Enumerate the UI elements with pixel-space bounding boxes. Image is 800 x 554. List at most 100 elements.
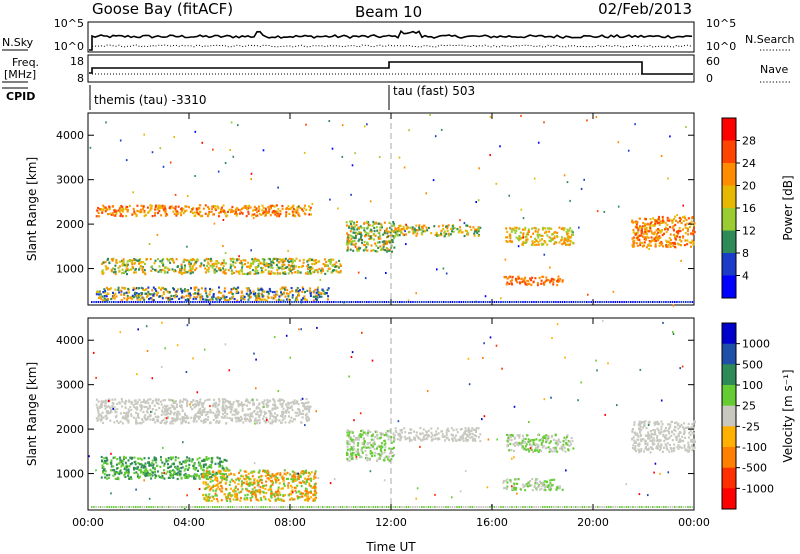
echo-cell	[386, 458, 389, 461]
echo-cell	[677, 229, 680, 233]
echo-cell	[306, 493, 309, 496]
noise-cell	[232, 155, 235, 158]
echo-cell	[144, 262, 146, 266]
echo-cell	[207, 457, 210, 460]
noise-cell	[463, 222, 466, 225]
echo-cell	[522, 228, 524, 231]
echo-cell	[232, 479, 235, 483]
echo-cell	[363, 229, 366, 232]
echo-cell	[421, 233, 424, 236]
echo-cell	[437, 234, 440, 237]
echo-cell	[265, 210, 268, 213]
echo-cell	[214, 489, 217, 492]
ground-scatter-cell	[220, 301, 223, 303]
echo-cell	[231, 419, 234, 422]
noise-cell	[269, 272, 272, 275]
echo-cell	[252, 481, 255, 485]
echo-cell	[156, 291, 159, 294]
echo-cell	[235, 411, 238, 414]
echo-cell	[516, 434, 519, 437]
echo-cell	[297, 290, 300, 293]
echo-cell	[213, 414, 216, 417]
echo-cell	[463, 430, 466, 433]
echo-cell	[389, 226, 392, 229]
echo-cell	[178, 412, 181, 415]
echo-cell	[113, 421, 116, 424]
echo-cell	[174, 418, 177, 421]
echo-cell	[318, 291, 321, 294]
echo-cell	[105, 286, 108, 289]
echo-cell	[173, 296, 176, 299]
echo-cell	[159, 421, 162, 424]
echo-cell	[322, 289, 325, 293]
echo-cell	[159, 206, 162, 209]
echo-cell	[353, 221, 356, 224]
echo-cell	[290, 287, 293, 290]
echo-cell	[388, 455, 391, 458]
echo-cell	[179, 270, 181, 274]
echo-cell	[281, 413, 284, 417]
echo-cell	[141, 266, 144, 270]
echo-cell	[293, 486, 296, 489]
echo-cell	[503, 276, 506, 279]
echo-cell	[443, 230, 446, 233]
echo-cell	[127, 408, 130, 411]
echo-cell	[195, 267, 198, 270]
echo-cell	[173, 212, 176, 216]
echo-cell	[253, 470, 256, 473]
noise-cell	[250, 172, 253, 175]
echo-cell	[284, 286, 287, 289]
noise-cell	[495, 182, 498, 185]
echo-cell	[153, 456, 156, 459]
echo-cell	[164, 417, 167, 420]
noise-cell	[499, 145, 501, 148]
echo-cell	[240, 290, 243, 293]
echo-cell	[148, 298, 150, 301]
echo-cell	[388, 239, 391, 242]
echo-cell	[250, 399, 253, 402]
ground-scatter-cell	[236, 301, 238, 303]
colorbar-swatch	[722, 253, 736, 276]
echo-cell	[97, 412, 100, 415]
echo-cell	[362, 431, 365, 434]
echo-cell	[306, 270, 309, 273]
echo-cell	[222, 259, 225, 262]
echo-cell	[680, 240, 683, 243]
echo-cell	[177, 456, 180, 460]
echo-cell	[162, 399, 165, 402]
echo-cell	[131, 213, 134, 216]
echo-cell	[162, 293, 165, 296]
echo-cell	[291, 475, 294, 478]
echo-cell	[397, 227, 400, 230]
ground-scatter-cell	[601, 301, 603, 303]
nsearch-label: N.Search	[745, 33, 795, 46]
echo-cell	[131, 456, 134, 459]
echo-cell	[250, 412, 253, 415]
noise-cell	[405, 243, 407, 246]
echo-cell	[267, 488, 270, 492]
echo-cell	[149, 473, 152, 476]
echo-cell	[123, 264, 126, 267]
echo-cell	[217, 462, 220, 465]
echo-cell	[658, 244, 661, 247]
echo-cell	[675, 238, 678, 241]
echo-cell	[199, 204, 202, 207]
echo-cell	[680, 218, 682, 221]
echo-cell	[673, 241, 676, 244]
echo-cell	[254, 208, 257, 211]
echo-cell	[208, 472, 211, 475]
echo-cell	[169, 465, 172, 469]
echo-cell	[290, 478, 293, 481]
echo-cell	[667, 243, 670, 246]
echo-cell	[271, 483, 274, 486]
echo-cell	[228, 406, 231, 409]
ground-scatter-cell	[201, 301, 203, 303]
echo-cell	[224, 399, 227, 402]
echo-cell	[213, 271, 216, 274]
echo-cell	[217, 470, 220, 473]
echo-cell	[122, 261, 125, 264]
echo-cell	[112, 213, 115, 217]
echo-cell	[249, 289, 252, 292]
echo-cell	[182, 212, 185, 215]
echo-cell	[255, 419, 258, 422]
